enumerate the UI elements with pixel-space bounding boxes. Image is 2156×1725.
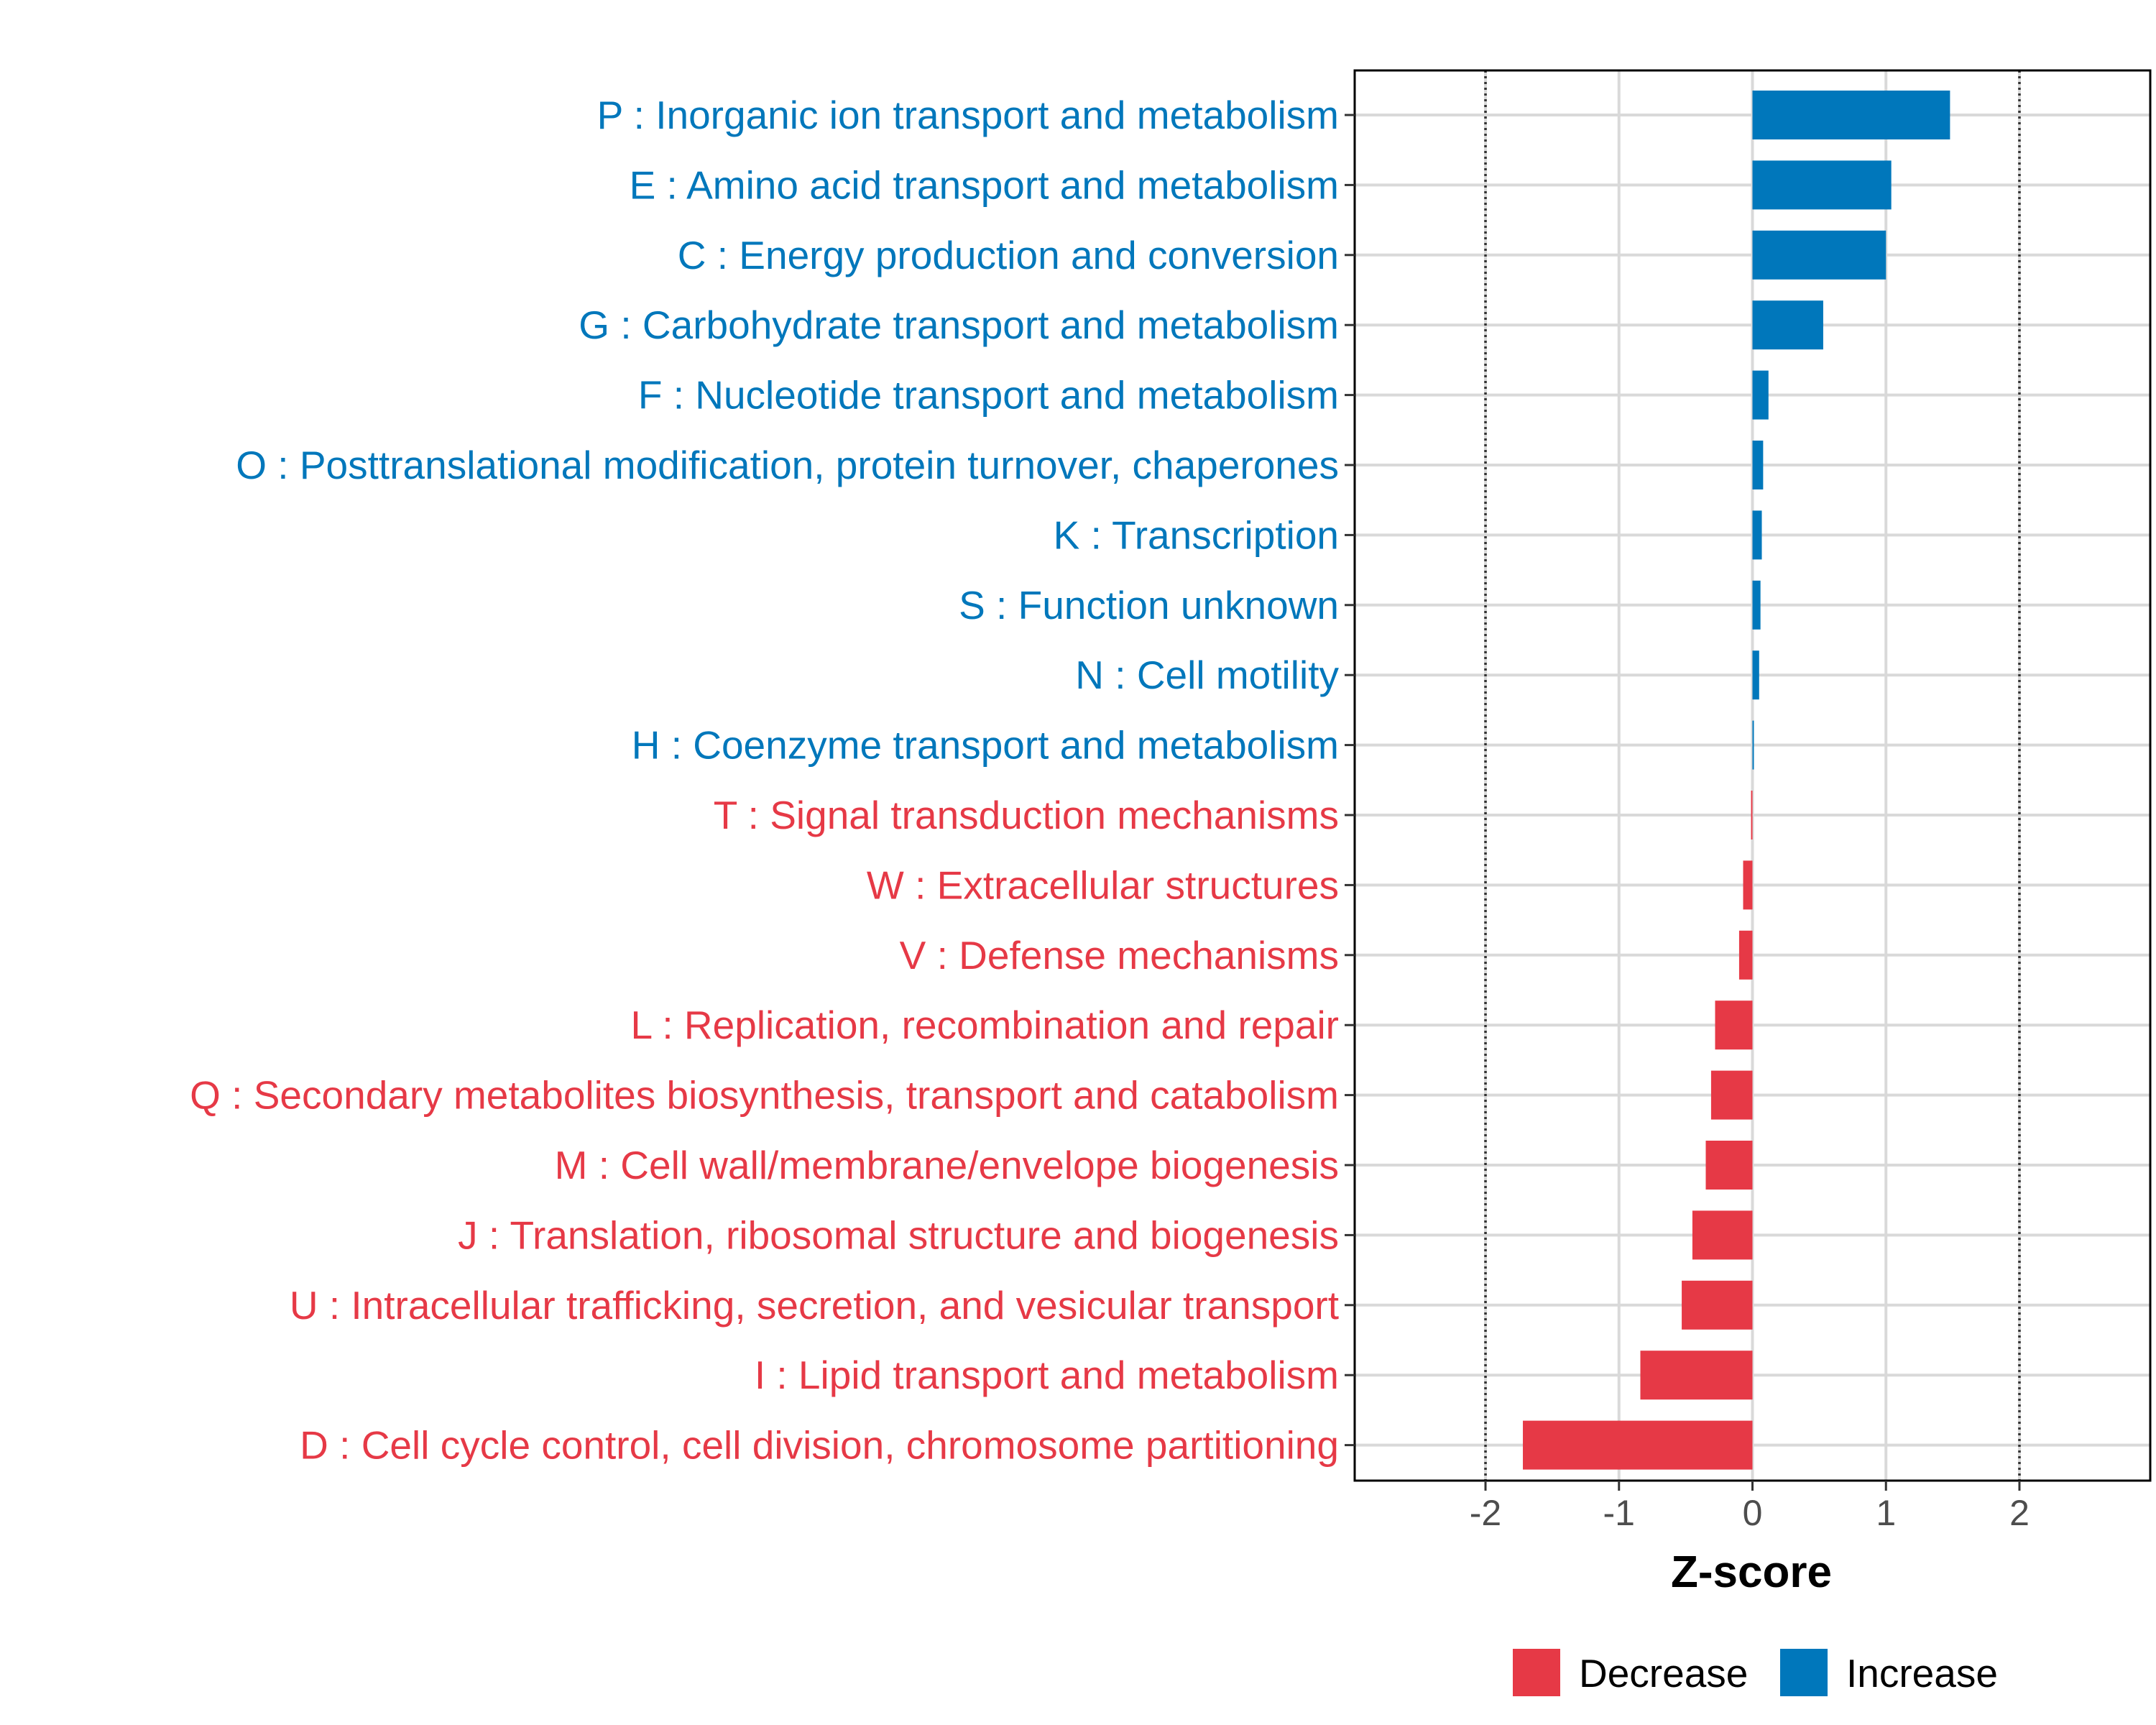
x-tick-label-0: -2 — [1470, 1493, 1501, 1533]
category-label-17: U : Intracellular trafficking, secretion… — [290, 1283, 1339, 1328]
x-tick-label-3: 1 — [1876, 1493, 1896, 1533]
category-label-2: C : Energy production and conversion — [678, 233, 1339, 277]
x-tick-label-4: 2 — [2009, 1493, 2030, 1533]
category-label-15: M : Cell wall/membrane/envelope biogenes… — [555, 1143, 1339, 1187]
legend-label-increase: Increase — [1846, 1651, 1998, 1696]
bar-12 — [1738, 930, 1753, 980]
category-label-10: T : Signal transduction mechanisms — [714, 793, 1339, 837]
category-label-0: P : Inorganic ion transport and metaboli… — [597, 93, 1339, 137]
bar-11 — [1743, 860, 1753, 910]
bar-0 — [1752, 91, 1950, 139]
category-label-19: D : Cell cycle control, cell division, c… — [300, 1423, 1339, 1468]
category-label-5: O : Posttranslational modification, prot… — [236, 443, 1339, 487]
x-tick-label-1: -1 — [1603, 1493, 1635, 1533]
bar-1 — [1752, 160, 1892, 210]
bar-5 — [1752, 441, 1764, 489]
bar-16 — [1692, 1210, 1753, 1260]
bar-19 — [1523, 1420, 1753, 1470]
legend-swatch-increase — [1780, 1649, 1828, 1696]
legend: Decrease Increase — [1513, 1649, 1998, 1696]
category-label-8: N : Cell motility — [1075, 653, 1339, 697]
category-label-7: S : Function unknown — [959, 583, 1339, 627]
category-label-6: K : Transcription — [1054, 512, 1339, 557]
bar-layer — [1523, 91, 1950, 1470]
bar-15 — [1705, 1141, 1753, 1190]
category-label-1: E : Amino acid transport and metabolism — [630, 162, 1339, 207]
category-label-4: F : Nucleotide transport and metabolism — [638, 373, 1339, 418]
category-label-14: Q : Secondary metabolites biosynthesis, … — [190, 1073, 1339, 1118]
category-label-11: W : Extracellular structures — [867, 862, 1339, 907]
legend-label-decrease: Decrease — [1579, 1651, 1748, 1696]
legend-swatch-decrease — [1513, 1649, 1560, 1696]
bar-2 — [1752, 230, 1886, 280]
bar-6 — [1752, 510, 1762, 560]
bar-13 — [1715, 1000, 1753, 1050]
bar-18 — [1640, 1351, 1753, 1400]
bar-14 — [1710, 1070, 1753, 1120]
bar-9 — [1752, 720, 1754, 770]
bar-7 — [1752, 580, 1761, 630]
bar-10 — [1751, 791, 1753, 840]
category-label-13: L : Replication, recombination and repai… — [631, 1003, 1339, 1047]
category-label-12: V : Defense mechanisms — [900, 933, 1339, 978]
category-label-3: G : Carbohydrate transport and metabolis… — [579, 303, 1339, 347]
axis-layer: -2 -1 0 1 2 — [1345, 114, 2030, 1533]
bar-8 — [1752, 650, 1759, 700]
bar-3 — [1752, 300, 1823, 350]
category-label-layer: P : Inorganic ion transport and metaboli… — [190, 93, 1339, 1468]
bar-4 — [1752, 370, 1769, 420]
x-axis-title: Z-score — [1671, 1547, 1832, 1597]
bar-17 — [1682, 1280, 1753, 1330]
category-label-9: H : Coenzyme transport and metabolism — [632, 723, 1339, 768]
category-label-18: I : Lipid transport and metabolism — [755, 1353, 1339, 1397]
category-label-16: J : Translation, ribosomal structure and… — [458, 1213, 1339, 1257]
x-tick-label-2: 0 — [1743, 1493, 1763, 1533]
